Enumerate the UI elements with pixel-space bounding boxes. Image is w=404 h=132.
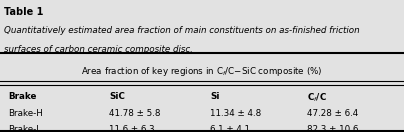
Text: Table 1: Table 1 [4,7,43,17]
Text: Area fraction of key regions in C$_f$/C$-$SiC composite (%): Area fraction of key regions in C$_f$/C$… [81,65,323,78]
Text: 41.78 ± 5.8: 41.78 ± 5.8 [109,109,160,118]
Text: Brake-L: Brake-L [8,125,41,132]
Text: 11.34 ± 4.8: 11.34 ± 4.8 [210,109,261,118]
Text: 6.1 ± 4.1: 6.1 ± 4.1 [210,125,250,132]
Text: SiC: SiC [109,92,125,101]
Text: Quantitatively estimated area fraction of main constituents on as-finished frict: Quantitatively estimated area fraction o… [4,26,360,35]
Text: 82.3 ± 10.6: 82.3 ± 10.6 [307,125,358,132]
Text: Brake: Brake [8,92,36,101]
Text: 11.6 ± 6.3: 11.6 ± 6.3 [109,125,155,132]
Text: Brake-H: Brake-H [8,109,43,118]
Text: C$_f$/C: C$_f$/C [307,92,327,104]
Text: Si: Si [210,92,220,101]
Text: surfaces of carbon ceramic composite disc.: surfaces of carbon ceramic composite dis… [4,45,193,54]
Text: 47.28 ± 6.4: 47.28 ± 6.4 [307,109,358,118]
